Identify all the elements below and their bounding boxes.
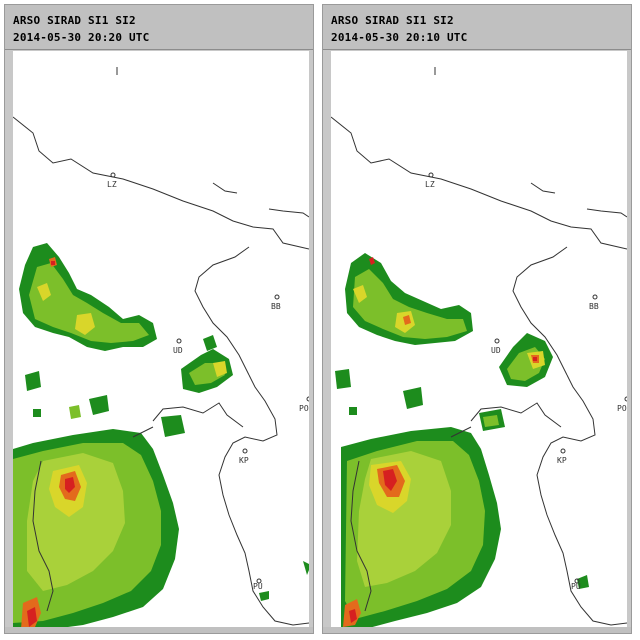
- radar-map: LZ UD BB PO KP PU: [13, 51, 309, 629]
- rain-cell: [483, 415, 499, 427]
- place-markers: LZ UD BB PO KP PU: [107, 172, 309, 591]
- rain-cell: [403, 315, 411, 325]
- coast-line: [218, 374, 309, 626]
- coast-line: [470, 402, 562, 428]
- coast-line: [530, 182, 556, 194]
- radar-map: LZ UD BB PO KP PU: [331, 51, 627, 629]
- rain-cell: [259, 591, 269, 601]
- rain-cell: [69, 405, 81, 419]
- rain-cell: [75, 313, 95, 335]
- map-canvas: LZ UD BB PO KP PU: [13, 67, 309, 629]
- rain-cell: [161, 415, 185, 437]
- coast-line: [268, 208, 309, 218]
- panel-timestamp: 2014-05-30 20:20 UTC: [13, 31, 150, 44]
- place-marker-ud: [176, 338, 182, 344]
- place-label-po: PO: [299, 404, 309, 413]
- rain-cell: [577, 575, 589, 589]
- coast-line: [450, 426, 472, 438]
- rain-cell: [383, 469, 397, 491]
- rain-cell: [303, 561, 309, 575]
- panel-header: ARSO SIRAD SI1 SI2 2014-05-30 20:10 UTC: [323, 5, 631, 50]
- place-label-ud: UD: [491, 346, 501, 355]
- rain-cell: [65, 477, 75, 493]
- rain-cell: [403, 387, 423, 409]
- coast-line: [32, 460, 54, 612]
- coastline-layer: [331, 67, 627, 626]
- border-line: [13, 116, 309, 250]
- coast-line: [152, 402, 244, 428]
- border-line: [194, 246, 250, 376]
- place-label-po: PO: [617, 404, 627, 413]
- panel-header: ARSO SIRAD SI1 SI2 2014-05-30 20:20 UTC: [5, 5, 313, 50]
- place-markers: LZ UD BB PO KP PU: [425, 172, 627, 591]
- place-marker-po: [306, 396, 309, 402]
- rain-cell: [353, 285, 367, 303]
- panel-title: ARSO SIRAD SI1 SI2: [331, 14, 454, 27]
- border-line: [512, 246, 568, 376]
- coast-line: [536, 374, 627, 626]
- place-label-bb: BB: [589, 302, 599, 311]
- panel-footer: [323, 627, 631, 633]
- rain-cell: [213, 361, 227, 377]
- panel-title: ARSO SIRAD SI1 SI2: [13, 14, 136, 27]
- rain-cell: [51, 261, 55, 265]
- coast-line: [350, 460, 372, 612]
- place-label-bb: BB: [271, 302, 281, 311]
- rain-cell: [349, 609, 357, 623]
- rain-cell: [335, 369, 351, 389]
- place-label-lz: LZ: [425, 180, 435, 189]
- place-marker-ud: [494, 338, 500, 344]
- rain-cell: [89, 395, 109, 415]
- coast-line: [212, 182, 238, 194]
- rain-cell: [25, 371, 41, 391]
- panel-timestamp: 2014-05-30 20:10 UTC: [331, 31, 468, 44]
- place-marker-lz: [428, 172, 434, 178]
- place-marker-pu: [256, 578, 262, 584]
- rain-cell: [27, 607, 37, 627]
- place-marker-kp: [242, 448, 248, 454]
- place-marker-lz: [110, 172, 116, 178]
- place-marker-pu: [574, 578, 580, 584]
- coast-line: [586, 208, 627, 218]
- place-label-pu: PU: [571, 582, 581, 591]
- border-line: [331, 116, 627, 250]
- place-marker-po: [624, 396, 627, 402]
- rain-cell: [33, 409, 41, 417]
- panel-footer: [5, 627, 313, 633]
- place-label-pu: PU: [253, 582, 263, 591]
- place-marker-bb: [592, 294, 598, 300]
- place-marker-bb: [274, 294, 280, 300]
- place-label-lz: LZ: [107, 180, 117, 189]
- rain-cell: [533, 357, 537, 361]
- place-marker-kp: [560, 448, 566, 454]
- rain-cell: [353, 269, 467, 339]
- precipitation-layer: [13, 243, 309, 629]
- rain-cell: [29, 263, 149, 343]
- place-label-kp: KP: [557, 456, 567, 465]
- rain-cell: [37, 283, 51, 301]
- rain-cell: [369, 257, 375, 265]
- map-canvas: LZ UD BB PO KP PU: [331, 67, 627, 629]
- rain-cell: [203, 335, 217, 351]
- radar-panel-left: ARSO SIRAD SI1 SI2 2014-05-30 20:20 UTC: [4, 4, 314, 634]
- coast-line: [132, 426, 154, 438]
- place-label-kp: KP: [239, 456, 249, 465]
- precipitation-layer: [335, 253, 589, 629]
- rain-cell: [349, 407, 357, 415]
- place-label-ud: UD: [173, 346, 183, 355]
- coastline-layer: [13, 67, 309, 626]
- radar-panel-right: ARSO SIRAD SI1 SI2 2014-05-30 20:10 UTC: [322, 4, 632, 634]
